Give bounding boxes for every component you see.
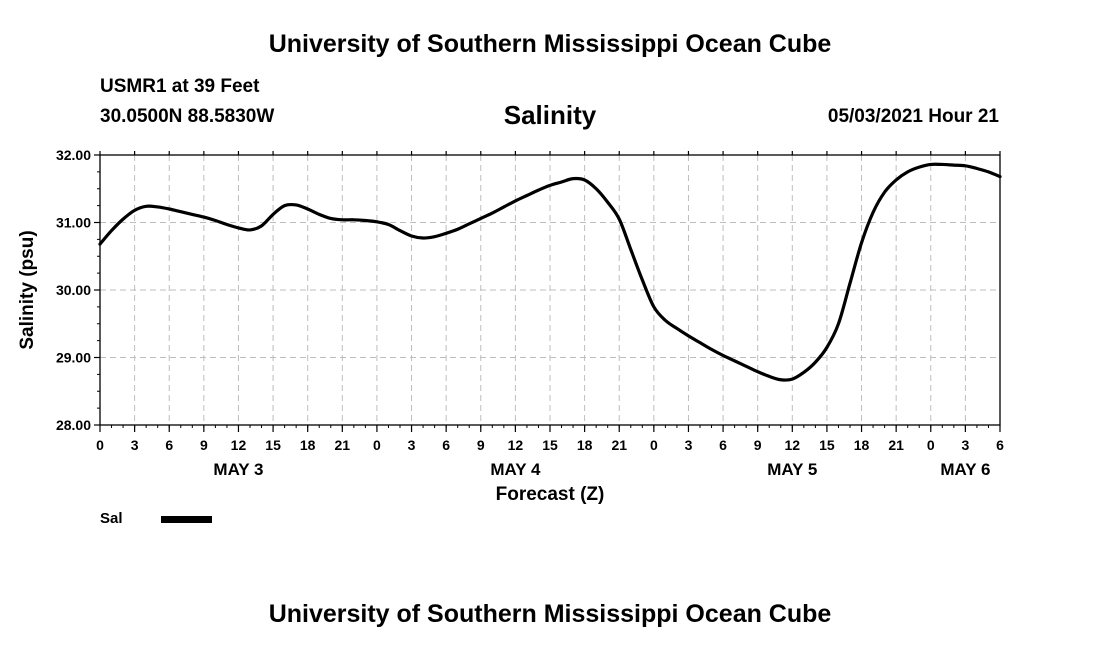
x-tick-label: 15	[819, 437, 835, 453]
x-tick-label: 6	[165, 437, 173, 453]
legend-label: Sal	[100, 510, 123, 527]
x-tick-label: 21	[611, 437, 627, 453]
x-tick-label: 0	[927, 437, 935, 453]
x-tick-label: 12	[508, 437, 524, 453]
x-tick-label: 18	[300, 437, 316, 453]
x-tick-label: 6	[719, 437, 727, 453]
y-axis: 28.00 29.00 30.00 31.00 32.00	[56, 147, 100, 433]
chart-grid	[100, 155, 1000, 425]
chart-series	[98, 162, 1002, 382]
x-tick-label: 3	[408, 437, 416, 453]
series-line-salinity	[98, 162, 1002, 382]
x-tick-label: 9	[754, 437, 762, 453]
x-axis-label: Forecast (Z)	[496, 484, 605, 505]
station-coordinates: 30.0500N 88.5830W	[100, 106, 275, 127]
x-tick-label: 0	[650, 437, 658, 453]
x-tick-label: 15	[265, 437, 281, 453]
station-label: USMR1 at 39 Feet	[100, 76, 260, 97]
x-tick-label: 3	[131, 437, 139, 453]
x-tick-label: 12	[785, 437, 801, 453]
day-label: MAY 6	[940, 460, 990, 479]
x-tick-label: 21	[888, 437, 904, 453]
x-tick-label: 12	[231, 437, 247, 453]
legend-line-swatch	[161, 516, 212, 523]
x-tick-label: 9	[200, 437, 208, 453]
y-tick-label: 29.00	[56, 350, 91, 366]
y-tick-label: 30.00	[56, 282, 91, 298]
y-tick-label: 28.00	[56, 417, 91, 433]
x-tick-label: 9	[477, 437, 485, 453]
x-tick-label: 0	[96, 437, 104, 453]
x-tick-label: 6	[996, 437, 1004, 453]
forecast-run-time: 05/03/2021 Hour 21	[827, 106, 999, 127]
x-tick-label: 18	[577, 437, 593, 453]
x-axis: 0 3 6 9 12 15 18 21 0 3 6 9 12 15 18 21 0 3 6 9 12 15 18 21 0 3 6M…	[96, 151, 1004, 479]
y-tick-label: 31.00	[56, 215, 91, 231]
x-tick-label: 3	[961, 437, 969, 453]
chart-bottom-title: University of Southern Mississippi Ocean…	[268, 600, 832, 628]
chart-top-title: University of Southern Mississippi Ocean…	[268, 30, 832, 58]
x-tick-label: 21	[335, 437, 351, 453]
day-label: MAY 4	[490, 460, 541, 479]
day-label: MAY 3	[213, 460, 263, 479]
x-tick-label: 15	[542, 437, 558, 453]
x-tick-label: 0	[373, 437, 381, 453]
day-label: MAY 5	[767, 460, 817, 479]
x-tick-label: 6	[442, 437, 450, 453]
y-tick-label: 32.00	[56, 147, 91, 163]
y-axis-label: Salinity (psu)	[17, 230, 38, 349]
x-tick-label: 18	[854, 437, 870, 453]
x-tick-label: 3	[685, 437, 693, 453]
plot-title: Salinity	[503, 100, 597, 130]
